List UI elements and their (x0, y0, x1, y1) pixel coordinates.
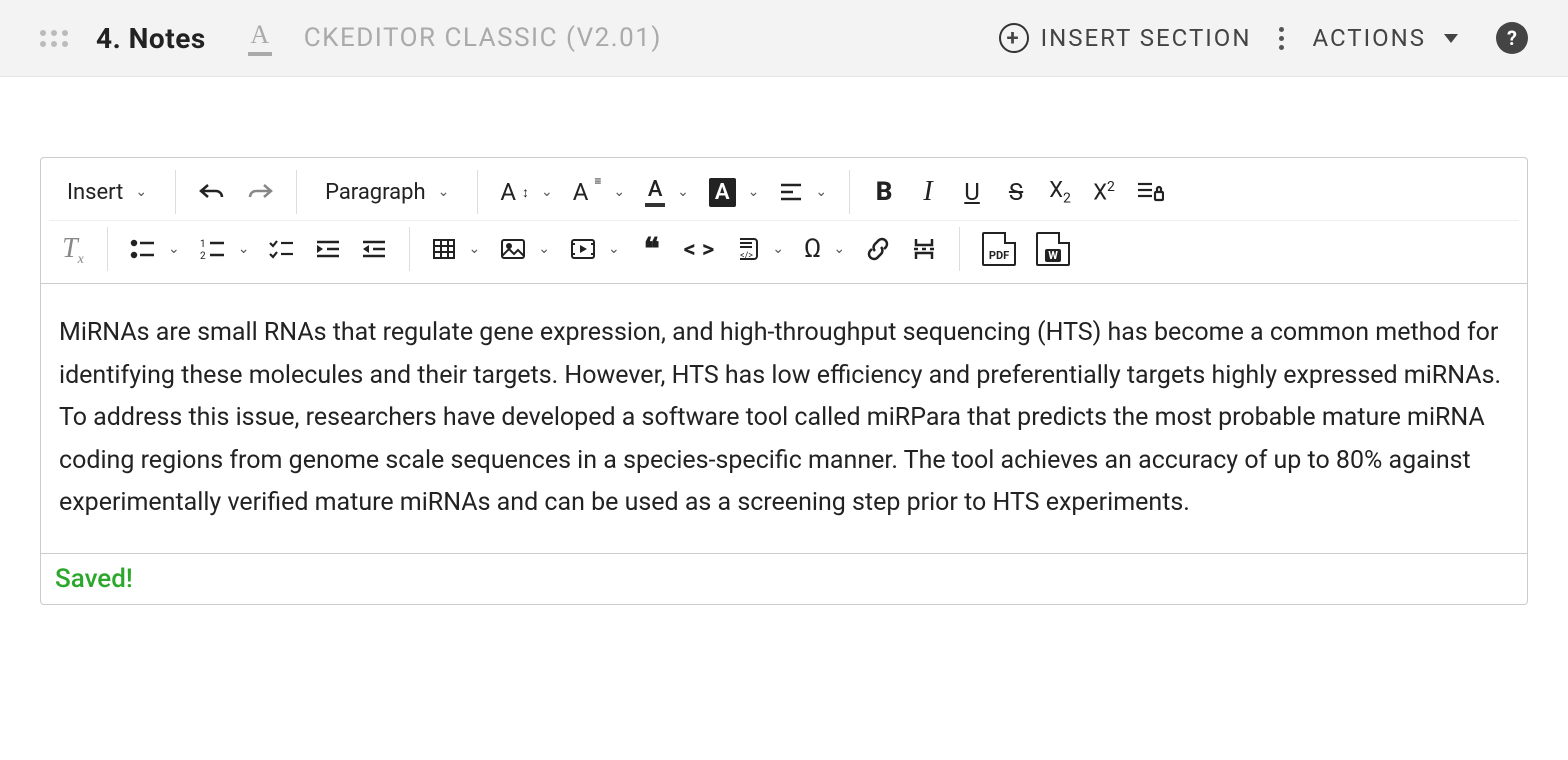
codeblock-dropdown[interactable]: </> ⌄ (726, 227, 792, 271)
quote-icon: ❝ (644, 232, 660, 267)
actions-label: ACTIONS (1312, 24, 1426, 52)
font-color-icon: A (645, 177, 665, 207)
table-dropdown[interactable]: ⌄ (424, 227, 488, 271)
undo-button[interactable] (190, 170, 234, 214)
chevron-down-icon: ⌄ (748, 184, 760, 200)
font-size-dropdown[interactable]: A↕⌄ (492, 170, 560, 214)
strikethrough-icon: S (1009, 178, 1023, 206)
caret-down-icon (1444, 34, 1458, 43)
separator (409, 227, 410, 271)
status-bar: Saved! (41, 553, 1527, 604)
insert-section-label: INSERT SECTION (1041, 24, 1252, 52)
chevron-down-icon: ⌄ (772, 241, 784, 257)
svg-text:1: 1 (200, 239, 206, 250)
text-style-icon[interactable]: A (248, 20, 272, 56)
toolbar-row-2: Tx ⌄ 12 ⌄ (49, 221, 1519, 277)
bold-button[interactable]: B (864, 170, 904, 214)
paragraph-label: Paragraph (325, 180, 426, 205)
actions-dropdown[interactable]: ACTIONS (1312, 24, 1458, 52)
media-dropdown[interactable]: ⌄ (562, 227, 628, 271)
lock-spacing-button[interactable] (1128, 170, 1172, 214)
separator (959, 227, 960, 271)
chevron-down-icon: ⌄ (468, 241, 480, 257)
svg-text:2: 2 (200, 251, 206, 259)
highlight-icon: A (709, 178, 736, 207)
separator (107, 227, 108, 271)
export-pdf-button[interactable]: PDF (974, 227, 1024, 271)
numbered-list-dropdown[interactable]: 12 ⌄ (192, 227, 258, 271)
chevron-down-icon: ⌄ (608, 241, 620, 257)
bullet-list-dropdown[interactable]: ⌄ (122, 227, 188, 271)
image-dropdown[interactable]: ⌄ (492, 227, 558, 271)
drag-handle-icon[interactable] (40, 30, 68, 47)
outdent-button[interactable] (353, 227, 395, 271)
chevron-down-icon: ⌄ (677, 184, 689, 200)
remove-format-icon: Tx (62, 233, 84, 265)
highlight-dropdown[interactable]: A⌄ (701, 170, 767, 214)
alignment-dropdown[interactable]: ⌄ (771, 170, 835, 214)
underline-icon: U (964, 178, 980, 206)
remove-format-button[interactable]: Tx (53, 227, 93, 271)
subscript-icon: X2 (1049, 178, 1071, 206)
chevron-down-icon: ⌄ (613, 184, 625, 200)
chevron-down-icon: ⌄ (168, 241, 180, 257)
link-button[interactable] (857, 227, 899, 271)
heading-dropdown[interactable]: Paragraph ⌄ (311, 170, 463, 214)
insert-label: Insert (67, 180, 123, 205)
subscript-button[interactable]: X2 (1040, 170, 1080, 214)
italic-icon: I (923, 176, 932, 208)
chevron-down-icon: ⌄ (538, 241, 550, 257)
insert-section-button[interactable]: + INSERT SECTION (999, 23, 1252, 53)
redo-button[interactable] (238, 170, 282, 214)
special-char-dropdown[interactable]: Ω⌄ (796, 227, 853, 271)
letter-a-icon: A (250, 20, 269, 50)
chevron-down-icon: ⌄ (135, 184, 147, 200)
editor-content[interactable]: MiRNAs are small RNAs that regulate gene… (41, 284, 1527, 553)
insert-dropdown[interactable]: Insert ⌄ (53, 170, 161, 214)
separator (175, 170, 176, 214)
chevron-down-icon: ⌄ (438, 184, 450, 200)
plus-circle-icon: + (999, 23, 1029, 53)
chevron-down-icon: ⌄ (238, 241, 250, 257)
font-family-dropdown[interactable]: A≡⌄ (565, 170, 633, 214)
section-header: 4. Notes A CKEDITOR CLASSIC (V2.01) + IN… (0, 0, 1568, 77)
underline-bar (248, 52, 272, 56)
font-color-dropdown[interactable]: A ⌄ (637, 170, 697, 214)
bold-icon: B (876, 177, 893, 207)
content-paragraph: MiRNAs are small RNAs that regulate gene… (59, 312, 1509, 525)
chevron-down-icon: ⌄ (541, 184, 553, 200)
separator (296, 170, 297, 214)
kebab-menu-icon[interactable] (1279, 27, 1284, 50)
page-break-button[interactable] (903, 227, 945, 271)
chevron-down-icon: ⌄ (833, 241, 845, 257)
pdf-icon: PDF (982, 232, 1016, 266)
ckeditor-container: Insert ⌄ Paragraph ⌄ A↕⌄ A≡⌄ (40, 157, 1528, 605)
code-button[interactable]: < > (676, 227, 723, 271)
toolbar-row-1: Insert ⌄ Paragraph ⌄ A↕⌄ A≡⌄ (49, 164, 1519, 221)
todo-list-button[interactable] (261, 227, 303, 271)
separator (477, 170, 478, 214)
saved-status: Saved! (55, 564, 133, 594)
section-title: 4. Notes (96, 22, 206, 55)
strikethrough-button[interactable]: S (996, 170, 1036, 214)
svg-text:</>: </> (740, 251, 753, 261)
blockquote-button[interactable]: ❝ (632, 227, 672, 271)
help-icon[interactable]: ? (1496, 22, 1528, 54)
chevron-down-icon: ⌄ (815, 184, 827, 200)
editor-type-label: CKEDITOR CLASSIC (V2.01) (304, 23, 662, 53)
superscript-icon: X2 (1093, 179, 1115, 205)
superscript-button[interactable]: X2 (1084, 170, 1124, 214)
italic-button[interactable]: I (908, 170, 948, 214)
editor-toolbar: Insert ⌄ Paragraph ⌄ A↕⌄ A≡⌄ (41, 158, 1527, 284)
underline-button[interactable]: U (952, 170, 992, 214)
omega-icon: Ω (804, 234, 821, 264)
code-icon: < > (684, 235, 715, 263)
export-word-button[interactable]: W (1028, 227, 1078, 271)
separator (849, 170, 850, 214)
indent-button[interactable] (307, 227, 349, 271)
word-icon: W (1036, 232, 1070, 266)
